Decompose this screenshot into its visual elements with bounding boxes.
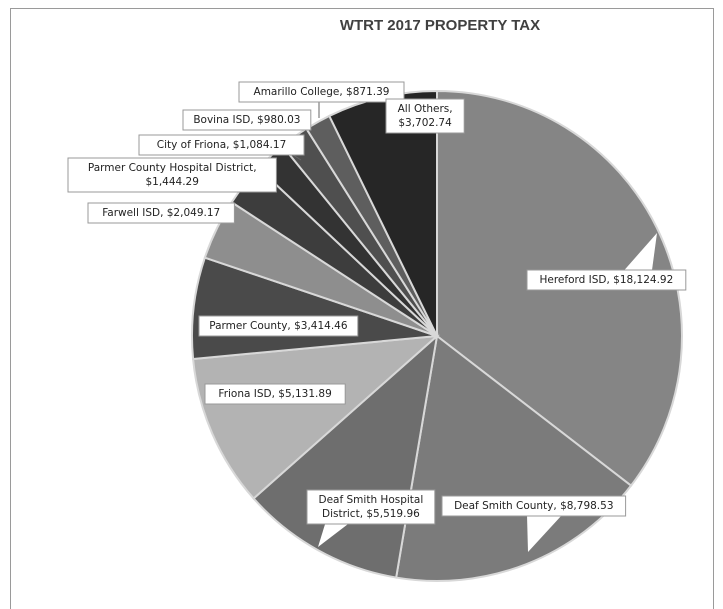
label-text: Bovina ISD, $980.03 bbox=[193, 114, 300, 126]
label-box bbox=[385, 98, 465, 134]
label-text: Parmer County, $3,414.46 bbox=[209, 320, 348, 332]
slice-label-deaf-smith-hospital-district: Deaf Smith Hospital District, $5,519.96 bbox=[306, 489, 436, 547]
label-text: $1,444.29 bbox=[145, 176, 198, 188]
label-box bbox=[138, 134, 305, 156]
slice-label-city-of-friona: City of Friona, $1,084.17 bbox=[138, 134, 305, 161]
pie-slices bbox=[191, 89, 683, 582]
pie-slice-friona-isd bbox=[191, 334, 440, 500]
label-box bbox=[198, 315, 359, 337]
label-box bbox=[182, 109, 312, 131]
label-box bbox=[87, 202, 235, 224]
slice-label-bovina-isd: Bovina ISD, $980.03 bbox=[182, 109, 313, 131]
chart-title: WTRT 2017 PROPERTY TAX bbox=[339, 17, 541, 34]
label-text: Deaf Smith County, $8,798.53 bbox=[454, 500, 613, 512]
label-text: Parmer County Hospital District, bbox=[88, 162, 257, 174]
label-text: Deaf Smith Hospital bbox=[319, 494, 424, 506]
label-text: All Others, bbox=[398, 103, 453, 115]
slice-label-parmer-county: Parmer County, $3,414.46 bbox=[198, 315, 359, 337]
slice-label-parmer-county-hospital-district: Parmer County Hospital District, $1,444.2… bbox=[67, 157, 277, 193]
label-text: Friona ISD, $5,131.89 bbox=[218, 388, 331, 400]
slice-label-amarillo-college: Amarillo College, $871.39 bbox=[238, 81, 405, 118]
label-box bbox=[67, 157, 277, 193]
label-text: $3,702.74 bbox=[398, 117, 452, 129]
slice-label-friona-isd: Friona ISD, $5,131.89 bbox=[204, 383, 346, 405]
label-box bbox=[238, 81, 405, 103]
slice-label-hereford-isd: Hereford ISD, $18,124.92 bbox=[526, 233, 687, 291]
label-text: Hereford ISD, $18,124.92 bbox=[539, 274, 673, 286]
label-box bbox=[526, 269, 687, 291]
label-pointer bbox=[527, 515, 562, 552]
slice-label-deaf-smith-county: Deaf Smith County, $8,798.53 bbox=[441, 495, 627, 552]
label-box bbox=[204, 383, 346, 405]
label-pointer bbox=[318, 521, 352, 547]
label-text: City of Friona, $1,084.17 bbox=[157, 139, 287, 151]
pie-labels: Hereford ISD, $18,124.92 Deaf Smith Count… bbox=[67, 81, 687, 552]
label-box bbox=[441, 495, 627, 517]
slice-label-farwell-isd: Farwell ISD, $2,049.17 bbox=[87, 202, 235, 224]
slice-label-all-others: All Others, $3,702.74 bbox=[385, 98, 465, 134]
label-text: District, $5,519.96 bbox=[322, 508, 420, 520]
label-text: Farwell ISD, $2,049.17 bbox=[102, 207, 220, 219]
label-box bbox=[306, 489, 436, 525]
label-text: Amarillo College, $871.39 bbox=[254, 86, 390, 98]
